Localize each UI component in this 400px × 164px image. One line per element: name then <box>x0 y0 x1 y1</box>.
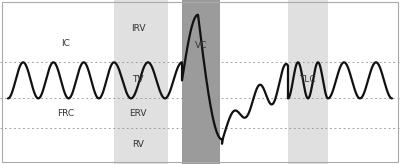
Text: IC: IC <box>62 39 70 48</box>
Text: RV: RV <box>132 140 144 149</box>
Text: VC: VC <box>195 41 207 50</box>
Bar <box>114 0 168 164</box>
Text: FRC: FRC <box>58 109 74 118</box>
Text: ERV: ERV <box>129 109 147 118</box>
Bar <box>288 0 328 164</box>
Bar <box>182 0 220 164</box>
Text: TLC: TLC <box>299 75 316 84</box>
Text: IRV: IRV <box>131 24 145 33</box>
Text: TV: TV <box>132 75 144 84</box>
